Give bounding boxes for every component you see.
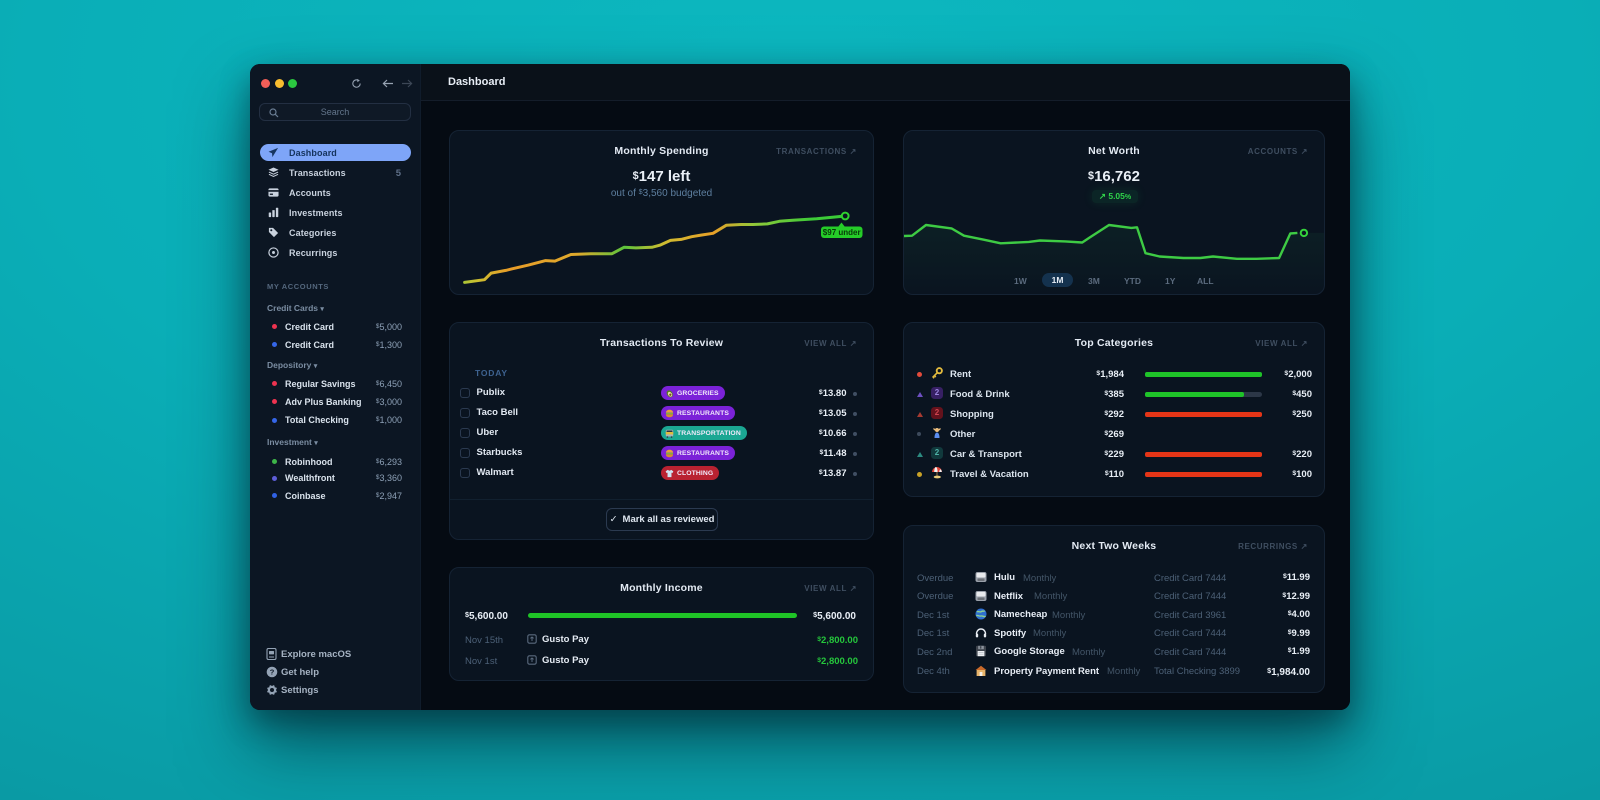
svg-text:$97 under: $97 under — [823, 228, 861, 237]
svg-text:?: ? — [270, 668, 275, 677]
